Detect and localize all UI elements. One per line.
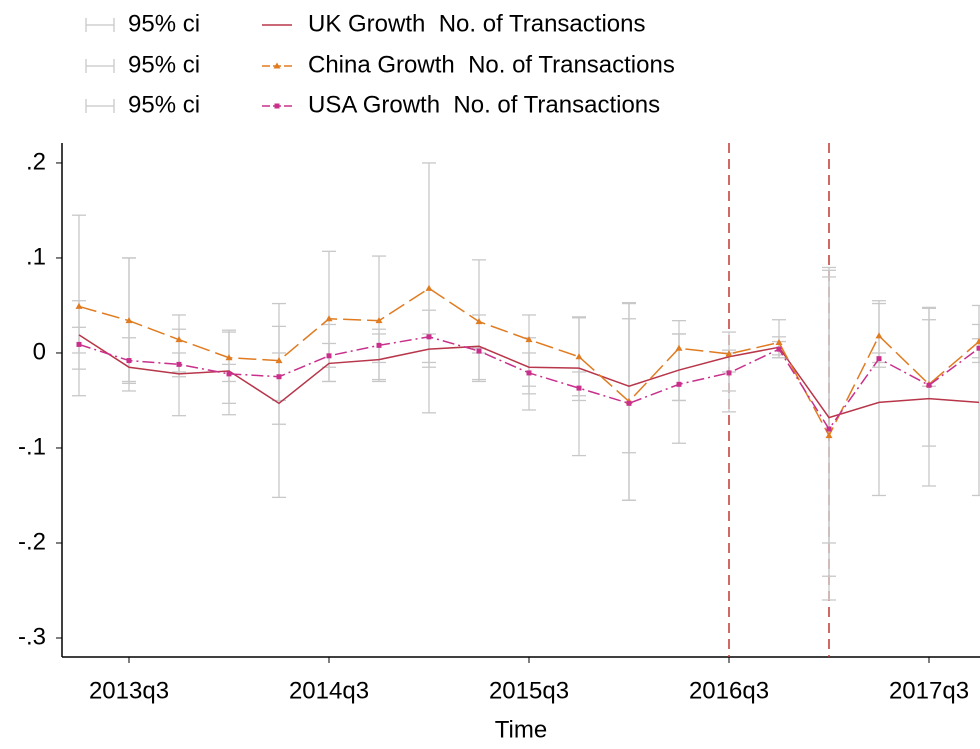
marker xyxy=(277,374,282,379)
legend-label: 95% ci xyxy=(128,91,200,118)
marker xyxy=(127,358,132,363)
marker xyxy=(577,386,582,391)
marker xyxy=(377,343,382,348)
y-tick-label: -.1 xyxy=(18,433,46,460)
error-bar xyxy=(922,320,936,387)
marker xyxy=(327,353,332,358)
marker xyxy=(676,345,683,351)
marker xyxy=(527,370,532,375)
legend-label: China Growth No. of Transactions xyxy=(308,51,675,78)
x-tick-label: 2014q3 xyxy=(289,677,369,704)
error-bar xyxy=(522,353,536,386)
y-tick-label: .1 xyxy=(26,243,46,270)
legend-label: 95% ci xyxy=(128,10,200,37)
marker xyxy=(177,362,182,367)
y-tick-label: 0 xyxy=(33,338,46,365)
y-tick-label: .2 xyxy=(26,148,46,175)
marker xyxy=(927,383,932,388)
marker xyxy=(777,347,782,352)
marker xyxy=(677,382,682,387)
marker xyxy=(427,334,432,339)
x-tick-label: 2016q3 xyxy=(689,677,769,704)
legend-label: 95% ci xyxy=(128,51,200,78)
marker xyxy=(627,401,632,406)
legend-label: USA Growth No. of Transactions xyxy=(308,91,660,118)
marker xyxy=(227,371,232,376)
marker xyxy=(877,356,882,361)
x-axis-label: Time xyxy=(495,716,547,743)
legend-label: UK Growth No. of Transactions xyxy=(308,10,645,37)
y-tick-label: -.2 xyxy=(18,528,46,555)
marker xyxy=(476,318,483,324)
y-tick-label: -.3 xyxy=(18,623,46,650)
x-tick-label: 2015q3 xyxy=(489,677,569,704)
marker xyxy=(426,285,433,291)
marker xyxy=(76,303,83,309)
x-tick-label: 2017q3 xyxy=(889,677,969,704)
error-bar xyxy=(672,334,686,401)
marker xyxy=(826,432,833,438)
error-bar xyxy=(72,327,86,369)
marker xyxy=(77,342,82,347)
x-tick-label: 2013q3 xyxy=(89,677,169,704)
marker xyxy=(977,346,980,351)
marker xyxy=(876,332,883,338)
marker xyxy=(827,426,832,431)
marker xyxy=(576,353,583,359)
marker xyxy=(477,349,482,354)
marker xyxy=(727,370,732,375)
legend-symbol xyxy=(275,104,280,109)
